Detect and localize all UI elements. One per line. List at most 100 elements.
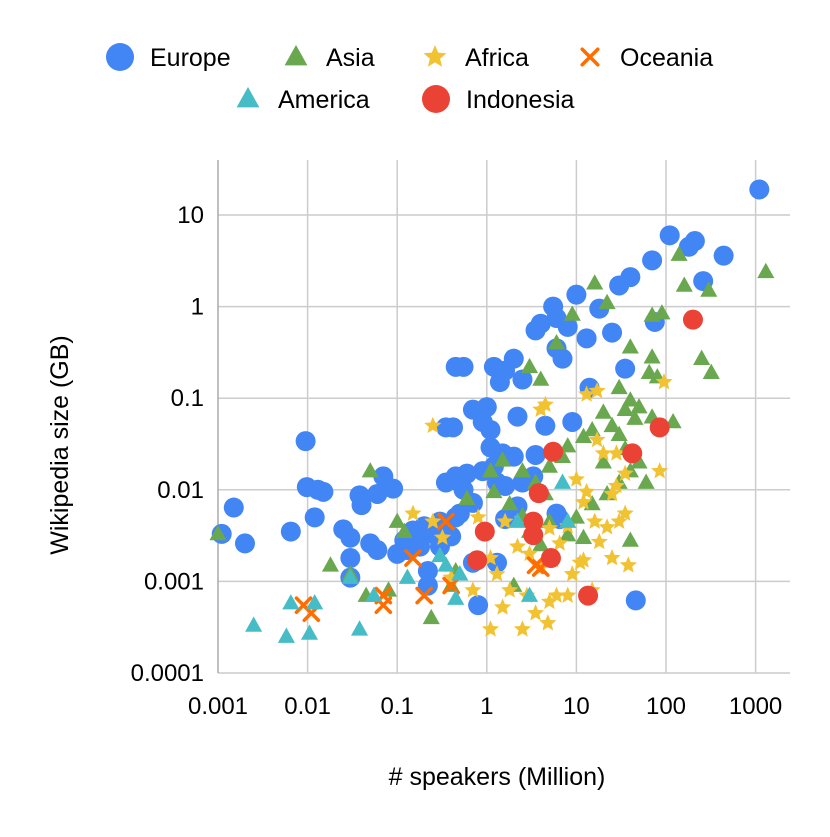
point-indonesia	[682, 309, 703, 330]
point-asia	[501, 494, 519, 511]
point-europe	[512, 369, 533, 390]
point-africa	[488, 565, 506, 582]
point-indonesia	[523, 525, 544, 546]
point-asia	[563, 305, 581, 321]
point-asia	[574, 528, 593, 544]
legend-label-indonesia: Indonesia	[466, 86, 575, 114]
point-africa	[603, 484, 621, 502]
point-africa	[567, 470, 585, 487]
point-europe	[445, 507, 466, 528]
point-europe	[642, 250, 663, 271]
point-europe	[443, 417, 464, 438]
point-asia	[209, 524, 227, 541]
point-europe	[367, 483, 388, 504]
point-america	[365, 586, 383, 602]
point-asia	[532, 535, 550, 552]
point-europe	[552, 348, 573, 369]
point-oceania	[404, 549, 422, 567]
point-asia	[361, 462, 379, 478]
point-africa	[551, 534, 569, 551]
point-oceania	[302, 604, 321, 622]
point-asia	[603, 416, 621, 433]
point-africa	[616, 464, 634, 481]
point-africa	[574, 551, 593, 568]
point-africa	[578, 385, 596, 402]
point-indonesia	[474, 521, 495, 542]
point-europe	[367, 540, 388, 561]
point-asia	[757, 262, 775, 279]
legend-item-asia: Asia	[284, 44, 375, 72]
point-asia	[388, 512, 406, 528]
point-europe	[615, 358, 636, 379]
point-africa	[536, 395, 554, 412]
point-asia	[586, 274, 604, 290]
legend-item-africa: Africa	[423, 44, 529, 72]
point-europe	[417, 575, 438, 596]
point-asia	[321, 556, 340, 572]
point-europe	[602, 322, 623, 343]
point-asia	[700, 281, 718, 297]
point-asia	[670, 245, 688, 261]
point-asia	[567, 508, 585, 524]
point-africa	[424, 416, 442, 434]
point-europe	[713, 245, 734, 266]
point-africa	[603, 549, 621, 566]
point-america	[306, 594, 324, 610]
point-europe	[535, 415, 556, 436]
legend-label-oceania: Oceania	[620, 44, 713, 72]
point-asia	[574, 427, 593, 443]
point-asia	[458, 489, 476, 505]
point-africa	[651, 462, 669, 479]
point-europe	[483, 356, 504, 377]
x-axis-label: # speakers (Million)	[389, 763, 606, 791]
point-europe	[435, 472, 456, 493]
point-africa	[594, 444, 612, 461]
point-america	[521, 586, 539, 602]
point-europe	[749, 179, 770, 200]
point-asia	[630, 453, 648, 469]
x-tick-label: 0.01	[284, 693, 331, 720]
point-europe	[468, 595, 489, 616]
point-europe	[472, 411, 493, 432]
point-asia	[643, 348, 661, 364]
point-america	[447, 589, 465, 605]
point-indonesia	[467, 550, 488, 571]
y-tick-label: 10	[177, 202, 204, 229]
point-africa	[559, 586, 577, 603]
point-europe	[340, 527, 361, 548]
point-africa	[433, 528, 452, 545]
point-africa	[540, 519, 558, 536]
point-asia	[643, 306, 661, 322]
point-oceania	[415, 586, 433, 605]
legend-label-asia: Asia	[326, 44, 375, 72]
point-africa	[508, 537, 527, 554]
point-europe	[349, 485, 370, 506]
point-america	[350, 620, 369, 636]
point-europe	[609, 275, 630, 296]
point-asia	[637, 473, 655, 489]
point-asia	[653, 304, 671, 320]
point-africa	[539, 614, 557, 631]
point-africa	[588, 430, 606, 448]
point-africa	[586, 512, 604, 529]
point-europe	[576, 328, 597, 349]
point-asia	[481, 462, 500, 478]
legend-marker-europe	[106, 43, 134, 71]
legend-marker-africa	[423, 45, 447, 67]
point-oceania	[374, 596, 393, 614]
point-africa	[469, 508, 487, 525]
point-africa	[619, 556, 637, 573]
legend-marker-oceania	[580, 47, 600, 67]
point-oceania	[437, 512, 455, 531]
point-africa	[494, 598, 512, 615]
point-asia	[513, 462, 532, 478]
data-points	[209, 179, 775, 643]
point-europe	[340, 548, 361, 569]
legend-item-indonesia: Indonesia	[422, 85, 575, 114]
point-asia	[610, 378, 628, 395]
y-tick-label: 0.1	[171, 385, 204, 412]
y-tick-label: 0.01	[157, 477, 204, 504]
point-oceania	[442, 576, 460, 595]
point-africa	[513, 620, 532, 637]
